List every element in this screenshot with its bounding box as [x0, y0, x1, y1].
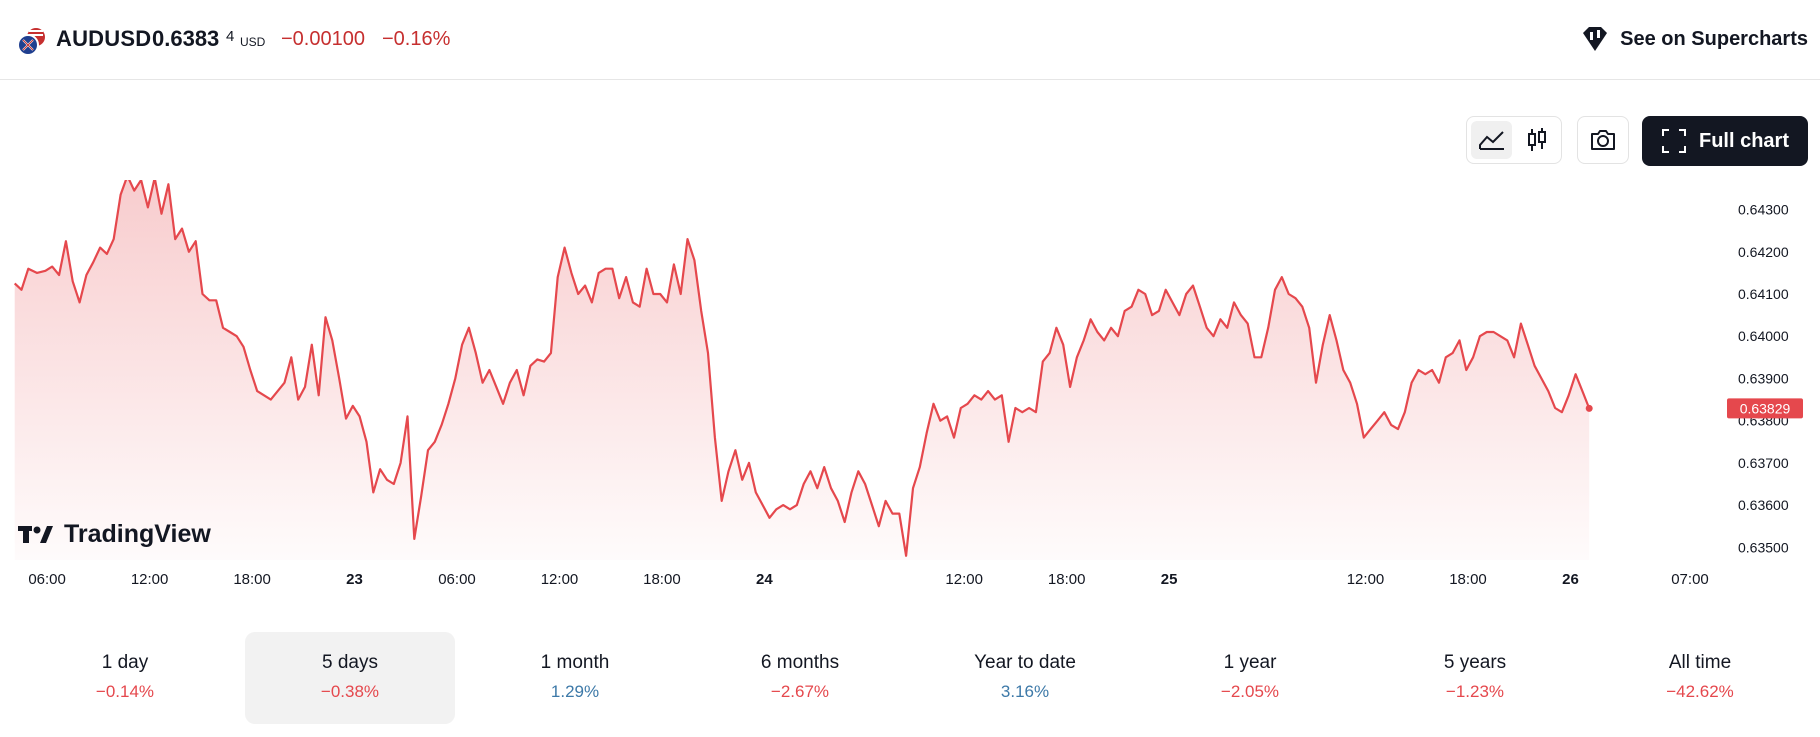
supercharts-logo-icon [1583, 27, 1608, 51]
last-price-badge-label: 0.63829 [1740, 400, 1791, 416]
see-on-supercharts-link[interactable]: See on Supercharts [1580, 24, 1808, 54]
change-absolute: −0.00100 [281, 28, 365, 50]
chart-style-toggle [1466, 116, 1562, 164]
candlestick-icon [1527, 128, 1546, 151]
period-label: 5 days [322, 652, 378, 673]
period-change: −42.62% [1666, 682, 1734, 701]
camera-icon [1591, 130, 1615, 150]
x-axis-tick-label: 18:00 [643, 571, 681, 588]
price-area-chart[interactable]: 0.64300 0.64200 0.64100 0.64000 0.63900 0.638… [0, 180, 1820, 600]
x-axis-tick-label: 26 [1562, 571, 1579, 588]
tradingview-watermark: TradingView [18, 520, 211, 548]
period-label: All time [1668, 652, 1732, 673]
symbol-header: AUDUSD 0.6383 4 USD −0.00100 −0.16% See … [0, 0, 1820, 80]
full-chart-label: Full chart [1698, 129, 1789, 152]
y-axis-tick-label: 0.64200 [1738, 244, 1789, 260]
x-axis-tick-label: 23 [346, 571, 363, 588]
period-tab[interactable]: 5 years −1.23% [1370, 632, 1580, 724]
x-axis-tick-label: 07:00 [1671, 571, 1709, 588]
symbol-name: AUDUSD [56, 26, 152, 51]
period-tab[interactable]: 5 days −0.38% [245, 632, 455, 724]
last-price-badge [1727, 398, 1803, 419]
period-tab[interactable]: 1 year −2.05% [1145, 632, 1355, 724]
period-tab[interactable]: 1 month 1.29% [470, 632, 680, 724]
period-change: −1.23% [1445, 682, 1505, 701]
x-axis-tick-label: 06:00 [28, 571, 66, 588]
x-axis-tick-label: 18:00 [233, 571, 271, 588]
tradingview-logo-icon [18, 526, 53, 543]
period-label: 1 day [101, 652, 149, 673]
tradingview-wordmark: TradingView [64, 520, 211, 548]
x-axis-tick-label: 18:00 [1449, 571, 1487, 588]
price-area-fill [14, 180, 1590, 560]
area-chart-button[interactable] [1471, 121, 1512, 159]
fullscreen-icon [1661, 129, 1686, 153]
y-axis-tick-label: 0.63600 [1738, 497, 1789, 513]
period-selector: 1 day −0.14% 5 days −0.38% 1 month 1.29% 6 mon… [0, 632, 1820, 724]
last-price-point [1585, 404, 1593, 412]
period-change: −0.38% [320, 682, 380, 701]
x-axis-tick-label: 18:00 [1048, 571, 1086, 588]
price-series-line [13, 180, 1591, 557]
y-axis-tick-label: 0.63700 [1738, 455, 1789, 471]
y-axis-tick-label: 0.63900 [1738, 370, 1789, 386]
period-change: 1.29% [550, 682, 600, 701]
period-tab[interactable]: Year to date 3.16% [920, 632, 1130, 724]
x-axis-tick-label: 25 [1161, 571, 1178, 588]
period-label: 5 years [1443, 652, 1507, 673]
period-tab[interactable]: 1 day −0.14% [20, 632, 230, 724]
y-axis-tick-label: 0.64100 [1738, 286, 1789, 302]
period-label: 6 months [760, 652, 840, 673]
change-percent: −0.16% [382, 28, 451, 50]
area-chart-icon [1478, 131, 1504, 150]
period-tab[interactable]: All time −42.62% [1595, 632, 1805, 724]
y-axis-tick-label: 0.64000 [1738, 328, 1789, 344]
aud-usd-flag-icon [17, 28, 45, 56]
supercharts-label: See on Supercharts [1620, 27, 1808, 50]
period-change: 3.16% [1000, 682, 1050, 701]
y-axis-tick-label: 0.63500 [1738, 539, 1789, 555]
period-label: 1 month [540, 652, 610, 673]
x-axis-tick-label: 12:00 [1347, 571, 1385, 588]
period-change: −2.05% [1220, 682, 1280, 701]
y-axis-tick-label: 0.64300 [1738, 202, 1789, 218]
x-axis-tick-label: 12:00 [945, 571, 983, 588]
snapshot-button[interactable] [1577, 116, 1629, 164]
x-axis-tick-label: 12:00 [131, 571, 169, 588]
full-chart-button[interactable]: Full chart [1642, 116, 1808, 166]
period-change: −2.67% [770, 682, 830, 701]
x-axis-tick-label: 24 [756, 571, 773, 588]
period-tab[interactable]: 6 months −2.67% [695, 632, 905, 724]
x-axis-tick-label: 12:00 [541, 571, 579, 588]
price-currency: USD [240, 35, 266, 49]
candles-chart-button[interactable] [1516, 121, 1557, 159]
price-superscript: 4 [226, 28, 235, 45]
period-label: Year to date [974, 652, 1076, 673]
x-axis-tick-label: 06:00 [438, 571, 476, 588]
price-main: 0.6383 [152, 26, 220, 51]
period-change: −0.14% [95, 682, 155, 701]
period-label: 1 year [1223, 652, 1277, 673]
